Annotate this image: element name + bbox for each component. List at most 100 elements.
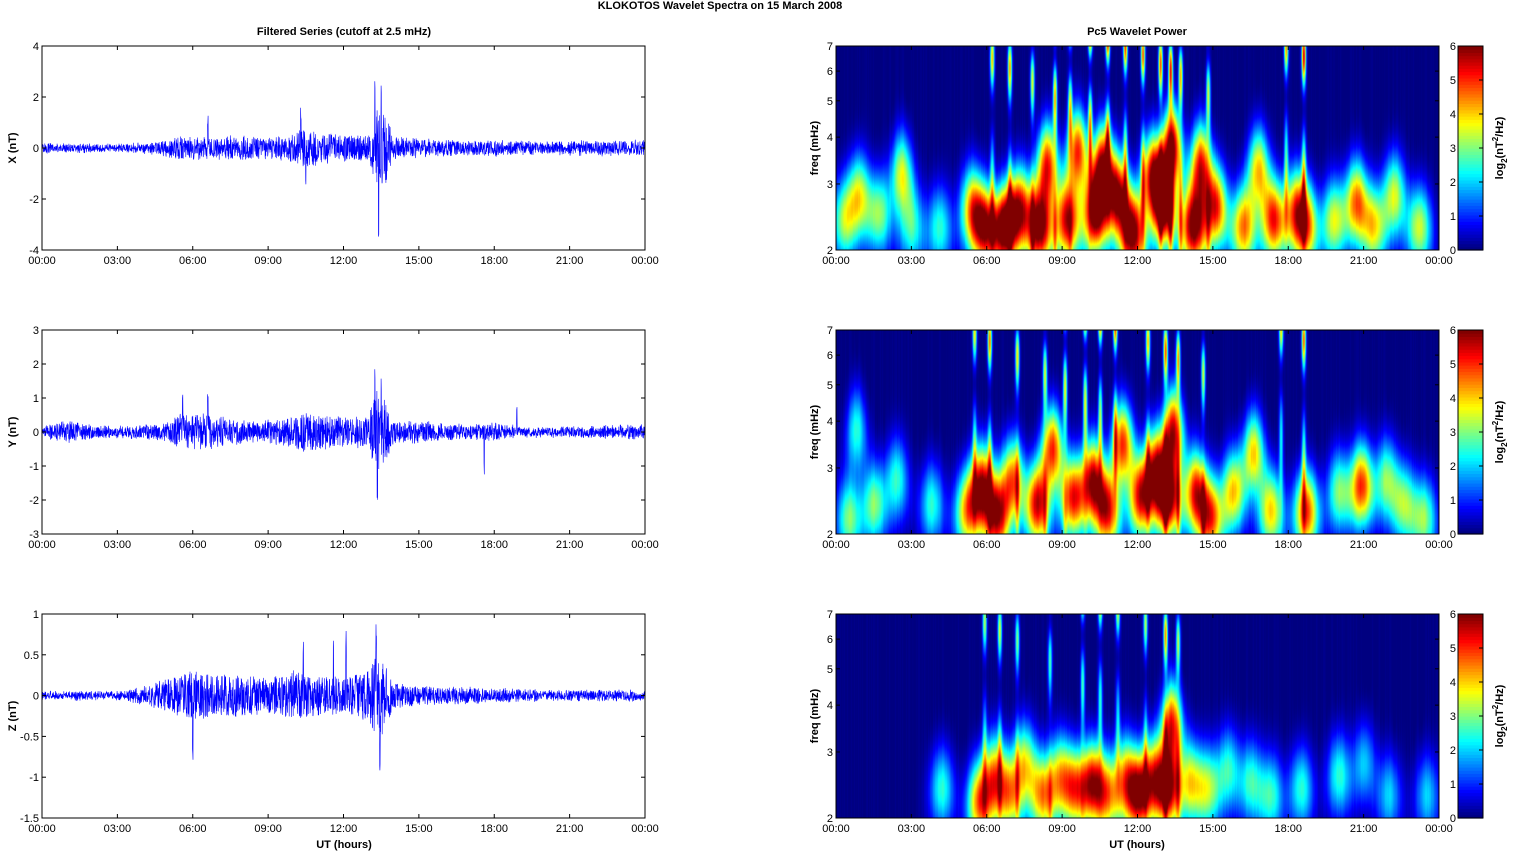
series-xtick: 18:00 — [480, 255, 508, 267]
series-ylabel: X (nT) — [7, 132, 19, 163]
spectrum-xtick: 18:00 — [1274, 539, 1302, 551]
spectrum-ytick: 6 — [827, 66, 833, 78]
spectrum-panel-1: 2 3 4 5 6 7 00:00 03:00 06:00 09:00 12:00 15:00 18:0… — [809, 325, 1509, 551]
series-xtick: 06:00 — [179, 823, 207, 835]
spectrum-ytick: 5 — [827, 664, 833, 676]
spectrum-ytick: 3 — [827, 463, 833, 475]
series-xtick: 09:00 — [254, 539, 282, 551]
spectrum-ylabel: freq (mHz) — [809, 120, 821, 175]
series-ytick: 1 — [33, 609, 39, 621]
colorbar-tick: 2 — [1450, 745, 1456, 757]
spectrum-xtick: 15:00 — [1199, 255, 1227, 267]
spectrum-xtick: 00:00 — [1425, 823, 1453, 835]
spectrum-xtick: 21:00 — [1350, 539, 1378, 551]
spectrum-image — [836, 46, 1439, 250]
colorbar-tick: 6 — [1450, 41, 1456, 53]
colorbar-tick: 3 — [1450, 143, 1456, 155]
series-xtick: 00:00 — [631, 255, 659, 267]
series-ytick: 2 — [33, 92, 39, 104]
right-x-axis-label: UT (hours) — [1109, 839, 1165, 851]
spectrum-xtick: 06:00 — [973, 539, 1001, 551]
spectrum-ytick: 3 — [827, 747, 833, 759]
spectrum-ytick: 4 — [827, 132, 833, 144]
series-ytick: 0 — [33, 143, 39, 155]
series-ytick: -3 — [29, 529, 39, 541]
left-column-title: Filtered Series (cutoff at 2.5 mHz) — [257, 26, 432, 38]
series-ytick: 1 — [33, 393, 39, 405]
spectrum-ytick: 4 — [827, 700, 833, 712]
series-ytick: 2 — [33, 359, 39, 371]
series-xtick: 00:00 — [28, 539, 56, 551]
spectrum-xtick: 00:00 — [822, 823, 850, 835]
series-ytick: 0.5 — [24, 650, 39, 662]
series-xtick: 06:00 — [179, 539, 207, 551]
series-xtick: 18:00 — [480, 539, 508, 551]
spectrum-ytick: 5 — [827, 380, 833, 392]
series-xtick: 06:00 — [179, 255, 207, 267]
series-xtick: 09:00 — [254, 255, 282, 267]
series-line — [41, 81, 646, 237]
spectrum-image — [836, 330, 1439, 534]
spectrum-xtick: 15:00 — [1199, 823, 1227, 835]
colorbar-tick: 2 — [1450, 461, 1456, 473]
series-xtick: 09:00 — [254, 823, 282, 835]
series-ylabel: Y (nT) — [7, 416, 19, 447]
series-ytick: 0 — [33, 427, 39, 439]
colorbar-tick: 0 — [1450, 245, 1456, 257]
series-xtick: 00:00 — [631, 823, 659, 835]
spectrum-ytick: 3 — [827, 179, 833, 191]
series-xtick: 21:00 — [556, 539, 584, 551]
colorbar-tick: 1 — [1450, 495, 1456, 507]
spectrum-xtick: 12:00 — [1124, 255, 1152, 267]
spectrum-xtick: 18:00 — [1274, 823, 1302, 835]
series-line — [41, 624, 646, 771]
spectrum-xtick: 12:00 — [1124, 539, 1152, 551]
series-xtick: 15:00 — [405, 539, 433, 551]
colorbar: 0 1 2 3 4 5 6 log2(nT2/Hz) — [1450, 41, 1509, 257]
spectrum-ylabel: freq (mHz) — [809, 404, 821, 459]
series-xtick: 21:00 — [556, 255, 584, 267]
series-xtick: 03:00 — [104, 255, 132, 267]
spectrum-xtick: 09:00 — [1048, 539, 1076, 551]
spectrum-ytick: 6 — [827, 350, 833, 362]
colorbar-tick: 4 — [1450, 109, 1456, 121]
colorbar-tick: 1 — [1450, 779, 1456, 791]
series-xtick: 00:00 — [28, 255, 56, 267]
spectrum-ylabel: freq (mHz) — [809, 688, 821, 743]
series-xtick: 12:00 — [330, 255, 358, 267]
series-ytick: 0 — [33, 691, 39, 703]
colorbar-tick: 0 — [1450, 813, 1456, 825]
series-xtick: 15:00 — [405, 255, 433, 267]
colorbar-tick: 6 — [1450, 609, 1456, 621]
spectrum-xtick: 12:00 — [1124, 823, 1152, 835]
spectrum-xtick: 09:00 — [1048, 255, 1076, 267]
colorbar-tick: 2 — [1450, 177, 1456, 189]
spectrum-ytick: 6 — [827, 634, 833, 646]
colorbar-tick: 5 — [1450, 75, 1456, 87]
spectrum-ytick: 7 — [827, 41, 833, 53]
spectrum-ytick: 2 — [827, 813, 833, 825]
spectrum-xtick: 03:00 — [898, 255, 926, 267]
colorbar-tick: 1 — [1450, 211, 1456, 223]
series-xtick: 00:00 — [28, 823, 56, 835]
spectrum-xtick: 09:00 — [1048, 823, 1076, 835]
spectrum-xtick: 21:00 — [1350, 823, 1378, 835]
series-panel-1: -3 -2 -1 0 1 2 3 00:00 03:00 06:00 09:00 12:00 15:00… — [7, 325, 659, 551]
spectrum-xtick: 06:00 — [973, 255, 1001, 267]
spectrum-ytick: 5 — [827, 96, 833, 108]
series-line — [41, 369, 646, 500]
colorbar-label: log2(nT2/Hz) — [1491, 116, 1509, 179]
spectrum-image — [836, 614, 1439, 818]
spectrum-ytick: 2 — [827, 245, 833, 257]
right-column-title: Pc5 Wavelet Power — [1087, 26, 1188, 38]
series-ytick: -0.5 — [20, 731, 39, 743]
colorbar-tick: 0 — [1450, 529, 1456, 541]
colorbar-tick: 6 — [1450, 325, 1456, 337]
colorbar-label: log2(nT2/Hz) — [1491, 400, 1509, 463]
series-panel-2: -1.5 -1 -0.5 0 0.5 1 00:00 03:00 06:00 09:00 12:00… — [7, 609, 659, 835]
spectrum-xtick: 15:00 — [1199, 539, 1227, 551]
series-panel-0: -4 -2 0 2 4 00:00 03:00 06:00 09:00 12:00 15:00 18:… — [7, 41, 659, 267]
series-ytick: 4 — [33, 41, 39, 53]
spectrum-xtick: 00:00 — [822, 539, 850, 551]
colorbar-tick: 4 — [1450, 393, 1456, 405]
